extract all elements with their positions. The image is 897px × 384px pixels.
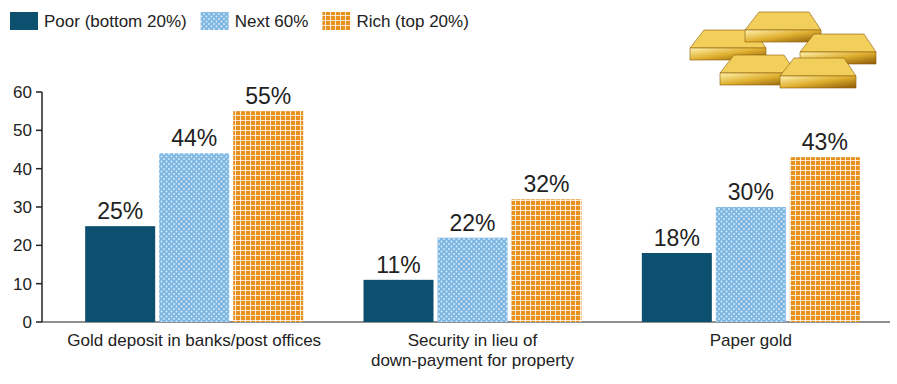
- data-label: 44%: [171, 125, 217, 151]
- y-tick-label: 40: [13, 160, 32, 179]
- gold-decoration: [690, 12, 876, 88]
- legend-swatch: [201, 12, 229, 30]
- x-tick-label: Gold deposit in banks/post offices: [67, 331, 321, 350]
- y-tick-label: 30: [13, 198, 32, 217]
- data-label: 18%: [654, 225, 700, 251]
- data-label: 55%: [245, 83, 291, 109]
- data-label: 32%: [523, 171, 569, 197]
- y-tick: [36, 130, 42, 132]
- data-label: 30%: [728, 179, 774, 205]
- chart-container: 0 10 20 30 40 50 60 25% 44% 55% 11% 22% 32% 18% 30% 43%…: [0, 0, 897, 384]
- legend-label: Next 60%: [235, 12, 309, 31]
- bar: [642, 253, 712, 322]
- bar: [159, 153, 229, 322]
- y-axis: 0 10 20 30 40 50 60: [13, 83, 42, 332]
- y-tick: [36, 91, 42, 93]
- data-label: 25%: [97, 198, 143, 224]
- y-tick: [36, 206, 42, 208]
- y-tick: [36, 321, 42, 323]
- y-tick: [36, 283, 42, 285]
- x-axis: Gold deposit in banks/post offices Securi…: [67, 331, 792, 370]
- x-tick-label: Paper gold: [710, 331, 792, 350]
- bar: [438, 238, 508, 322]
- legend: Poor (bottom 20%) Next 60% Rich (top 20%): [10, 12, 469, 31]
- bar: [790, 157, 860, 322]
- bar: [512, 199, 582, 322]
- bars: [85, 111, 860, 322]
- legend-swatch: [10, 12, 38, 30]
- y-tick: [36, 245, 42, 247]
- legend-swatch: [322, 12, 350, 30]
- data-labels: 25% 44% 55% 11% 22% 32% 18% 30% 43%: [97, 83, 848, 278]
- y-tick-label: 0: [23, 313, 32, 332]
- data-label: 11%: [376, 252, 420, 278]
- y-tick-label: 20: [13, 236, 32, 255]
- legend-label: Rich (top 20%): [356, 12, 468, 31]
- y-tick-label: 10: [13, 275, 32, 294]
- legend-label: Poor (bottom 20%): [44, 12, 187, 31]
- bar: [233, 111, 303, 322]
- bar: [364, 280, 434, 322]
- y-tick-label: 60: [13, 83, 32, 102]
- chart: 0 10 20 30 40 50 60 25% 44% 55% 11% 22% 32% 18% 30% 43%…: [0, 0, 897, 384]
- y-tick-label: 50: [13, 121, 32, 140]
- data-label: 43%: [802, 129, 848, 155]
- bar: [85, 226, 155, 322]
- bar: [716, 207, 786, 322]
- y-tick: [36, 168, 42, 170]
- data-label: 22%: [449, 210, 495, 236]
- x-tick-label: Security in lieu ofdown-payment for prop…: [371, 331, 575, 370]
